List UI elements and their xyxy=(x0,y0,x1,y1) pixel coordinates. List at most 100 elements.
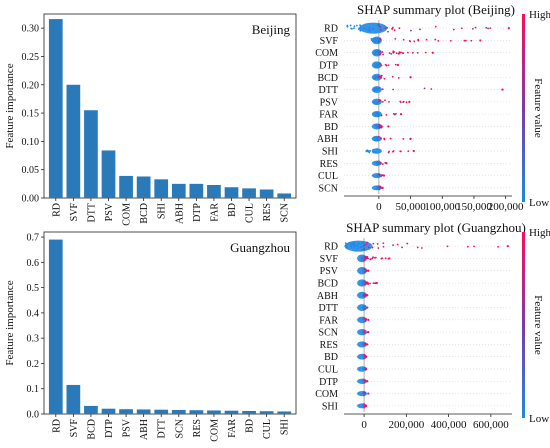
guangzhou-shap-x-tick-label: 200,000 xyxy=(388,419,424,431)
guangzhou-shap-beeswarm-bd xyxy=(357,353,368,360)
beijing-shap-point-far xyxy=(375,113,377,116)
beijing-shap-point-com xyxy=(392,50,395,53)
beijing-shap-point-shi xyxy=(407,150,410,153)
beijing-importance-bar-abh xyxy=(171,183,186,198)
beijing-importance-bar-svf xyxy=(66,84,81,198)
guangzhou-shap-beeswarm-bcd xyxy=(357,279,378,287)
beijing-shap-feature-label-rd: RD xyxy=(324,24,338,35)
beijing-shap-point-rd xyxy=(359,24,361,27)
beijing-importance-y-tick-label: 0.30 xyxy=(22,24,40,35)
beijing-shap-beeswarm-rd xyxy=(346,22,510,34)
beijing-importance-x-tick-label: BD xyxy=(227,203,238,217)
beijing-shap-point-dtp xyxy=(387,64,390,67)
beijing-shap-point-rd xyxy=(346,24,349,27)
beijing-shap-max-point-bcd xyxy=(409,76,412,79)
beijing-shap-point-rd xyxy=(372,28,374,30)
guangzhou-shap-feature-label-scn: SCN xyxy=(319,328,338,339)
beijing-shap-point-rd xyxy=(368,29,371,32)
beijing-shap-point-com xyxy=(416,51,419,54)
guangzhou-shap-feature-label-bd: BD xyxy=(324,352,338,363)
beijing-shap-point-res xyxy=(376,161,379,164)
beijing-shap-point-svf xyxy=(413,40,416,43)
guangzhou-importance-bar-res xyxy=(189,410,204,414)
beijing-shap-max-point-res xyxy=(385,162,388,165)
beijing-shap-point-com xyxy=(395,52,398,55)
guangzhou-shap-point-rd xyxy=(353,243,356,246)
guangzhou-shap-max-point-cul xyxy=(365,367,368,371)
beijing-shap-point-shi xyxy=(375,151,378,154)
beijing-shap-beeswarm-res xyxy=(371,160,388,166)
beijing-shap-point-rd xyxy=(363,27,366,30)
beijing-shap-point-rd xyxy=(487,27,489,30)
beijing-shap-point-com xyxy=(411,51,414,54)
guangzhou-shap-beeswarm-dtt xyxy=(357,304,369,311)
guangzhou-shap-point-bcd xyxy=(364,283,366,286)
beijing-shap-beeswarm-shi xyxy=(365,148,415,154)
beijing-shap-point-svf xyxy=(370,39,373,42)
beijing-importance-bar-com xyxy=(119,175,133,198)
guangzhou-importance-y-tick-label: 0.1 xyxy=(27,384,40,395)
guangzhou-shap-max-point-bd xyxy=(365,355,368,358)
beijing-importance-x-tick-label: SHI xyxy=(157,203,168,219)
beijing-shap-beeswarm-cul xyxy=(371,173,386,179)
beijing-shap-point-rd xyxy=(452,28,455,31)
beijing-importance-x-tick-label: BCD xyxy=(139,203,150,224)
beijing-shap-point-com xyxy=(374,53,376,56)
guangzhou-shap-point-rd xyxy=(356,247,359,250)
beijing-shap-point-cul xyxy=(378,173,381,176)
beijing-importance-x-tick-label: FAR xyxy=(209,203,220,222)
guangzhou-shap-beeswarm-shi xyxy=(357,403,368,409)
guangzhou-shap-beeswarm-svf xyxy=(357,254,391,263)
guangzhou-shap-point-svf xyxy=(372,256,374,259)
guangzhou-importance-x-tick-label: DTP xyxy=(104,419,115,438)
guangzhou-shap-point-dtp xyxy=(363,379,366,381)
guangzhou-shap-feature-label-dtp: DTP xyxy=(319,377,338,388)
guangzhou-shap-feature-label-shi: SHI xyxy=(322,401,338,412)
beijing-shap-point-dtt xyxy=(392,88,395,91)
guangzhou-shap-point-rd xyxy=(361,249,363,251)
guangzhou-shap-point-rd xyxy=(345,246,348,249)
beijing-shap-point-svf xyxy=(371,38,374,40)
guangzhou-shap-point-rd xyxy=(392,244,394,247)
beijing-shap-max-point-shi xyxy=(412,149,415,153)
beijing-shap-point-svf xyxy=(377,38,380,41)
guangzhou-importance-bar-rd xyxy=(48,239,63,414)
beijing-shap-feature-label-dtp: DTP xyxy=(319,61,338,72)
beijing-shap-point-rd xyxy=(410,29,412,32)
beijing-shap-point-bd xyxy=(379,124,382,127)
guangzhou-shap-feature-label-far: FAR xyxy=(319,315,338,326)
guangzhou-shap-point-rd xyxy=(353,241,356,244)
guangzhou-shap-beeswarm-psv xyxy=(357,266,370,275)
beijing-shap-point-psv xyxy=(388,100,390,103)
guangzhou-shap-point-rd xyxy=(377,247,380,249)
beijing-shap-point-com xyxy=(398,51,401,54)
guangzhou-shap-point-rd xyxy=(372,242,375,245)
beijing-shap-x-tick-label: 200,000 xyxy=(488,201,524,213)
guangzhou-shap-point-svf xyxy=(366,255,369,258)
beijing-shap-point-abh xyxy=(402,137,405,140)
beijing-shap-point-rd xyxy=(460,27,463,30)
guangzhou-importance-x-tick-label: SVF xyxy=(69,419,80,438)
beijing-shap-point-psv xyxy=(373,101,375,104)
guangzhou-shap-point-rd xyxy=(382,245,385,248)
beijing-shap-point-rd xyxy=(379,25,381,28)
beijing-shap-point-dtp xyxy=(384,63,387,66)
guangzhou-importance-y-tick-label: 0.4 xyxy=(27,308,40,319)
beijing-shap-point-rd xyxy=(355,24,358,27)
beijing-importance-x-tick-label: COM xyxy=(122,203,133,226)
beijing-shap-point-shi xyxy=(399,150,402,153)
beijing-shap-point-com xyxy=(400,51,402,54)
beijing-shap-point-com xyxy=(382,53,385,56)
beijing-shap-point-svf xyxy=(463,39,466,42)
beijing-importance-y-tick-label: 0.25 xyxy=(22,52,40,63)
beijing-shap-beeswarm-svf xyxy=(370,36,482,45)
guangzhou-importance-x-tick-label: RES xyxy=(192,419,203,437)
beijing-shap-point-dtt xyxy=(373,88,376,90)
beijing-importance-chart: 0.00 0.05 0.10 0.15 0.20 0.25 0.30 RD SVF DTT PSV C… xyxy=(4,13,297,226)
beijing-shap-point-dtt xyxy=(377,86,380,89)
guangzhou-shap-point-rd xyxy=(362,241,365,244)
guangzhou-importance-bar-shi xyxy=(277,411,292,414)
